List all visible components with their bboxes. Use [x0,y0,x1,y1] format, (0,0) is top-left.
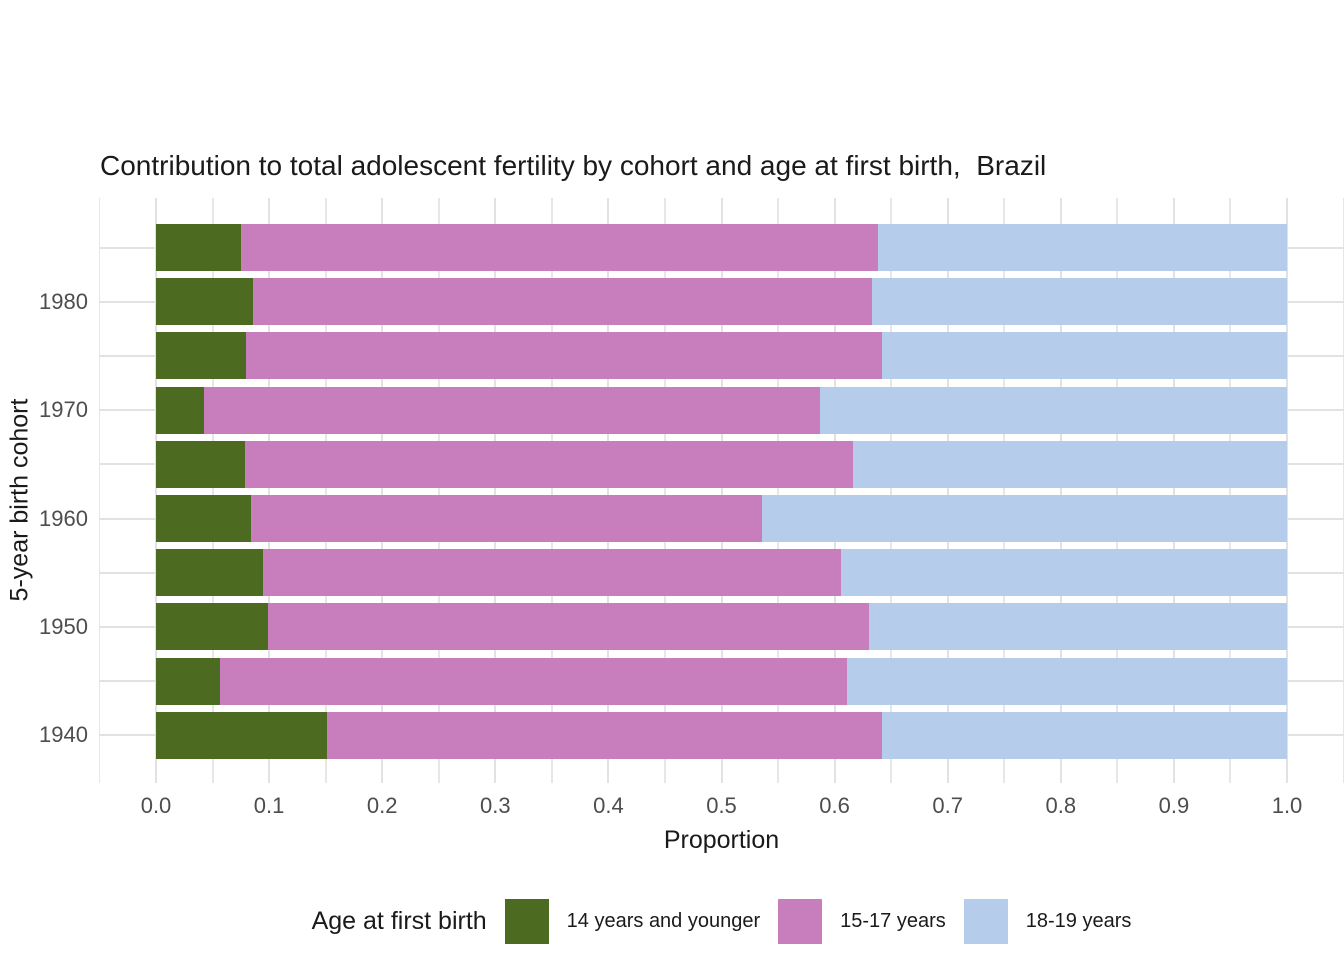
bar-segment [251,495,763,542]
y-tick-label: 1950 [39,613,88,639]
gridline-x-major [833,198,836,783]
bar-segment [263,549,842,597]
y-tick-label: 1960 [39,505,88,531]
y-tick-label: 1970 [39,397,88,423]
bar-segment [156,657,221,705]
legend-item: 18-19 years [963,898,1132,944]
bar-segment [882,332,1287,380]
legend: Age at first birth 14 years and younger 1… [99,894,1344,948]
bar-segment [245,440,853,488]
gridline-x-major [494,198,497,783]
gridline-x-minor [99,198,101,783]
bar-row-1960 [156,495,1287,542]
bar-segment [203,386,820,434]
bar-segment [868,603,1287,651]
x-tick-label: 0.0 [140,793,172,818]
x-tick-label: 0.7 [932,793,963,818]
gridline-x-minor [1229,198,1232,783]
legend-swatch [963,898,1008,944]
bar-row-1980 [156,278,1287,326]
gridline-x-minor [663,198,666,783]
gridline-x-minor [550,198,553,783]
gridline-x-major [268,198,271,783]
bar-segment [267,603,869,651]
gridline-x-minor [211,198,214,783]
bar-segment [220,657,848,705]
legend-item: 14 years and younger [504,898,761,944]
y-tick-label: 1980 [39,288,88,314]
gridline-x-major [381,198,384,783]
bar-segment [156,332,247,380]
x-tick-label: 0.9 [1158,793,1190,818]
bar-segment [156,224,241,271]
bar-segment [156,711,327,759]
bar-row-1950 [156,603,1287,651]
bar-segment [882,711,1287,759]
gridline-x-minor [777,198,780,783]
legend-title: Age at first birth [311,906,487,935]
bar-segment [852,440,1287,488]
x-axis-title: Proportion [663,826,780,854]
gridline-x-minor [890,198,893,783]
bar-segment [156,386,204,434]
bar-segment [156,495,251,542]
legend-swatch [504,898,549,944]
bar-row-1965 [156,440,1287,488]
bar-segment [841,549,1287,597]
legend-item-label: 18-19 years [1025,909,1132,932]
gridline-x-minor [1003,198,1006,783]
legend-item-label: 15-17 years [840,909,946,932]
gridline-x-major [155,198,157,783]
bar-row-1940 [156,711,1287,759]
bar-segment [156,440,246,488]
legend-swatch [778,898,823,944]
bar-segment [326,711,883,759]
plot-panel [99,198,1344,783]
x-tick-label: 0.8 [1045,793,1077,818]
gridline-x-major [607,198,610,783]
bar-segment [156,278,254,326]
gridline-x-minor [437,198,440,783]
x-tick-label: 1.0 [1271,793,1303,818]
bar-segment [762,495,1287,542]
gridline-x-major [1172,198,1175,783]
chart-title: Contribution to total adolescent fertili… [100,150,1047,181]
x-tick-label: 0.4 [593,793,624,818]
bar-segment [819,386,1287,434]
bar-row-1985 [156,224,1287,271]
gridline-x-minor [324,198,327,783]
gridline-x-major [720,198,723,783]
bar-segment [240,224,878,271]
bar-segment [246,332,883,380]
bar-segment [847,657,1287,705]
bar-row-1955 [156,549,1287,597]
gridline-x-minor [1116,198,1119,783]
bar-row-1945 [156,657,1287,705]
bar-row-1975 [156,332,1287,380]
gridline-x-major [1286,198,1288,783]
x-tick-label: 0.3 [480,793,511,818]
bar-row-1970 [156,386,1287,434]
gridline-x-major [946,198,949,783]
legend-item-label: 14 years and younger [566,909,761,932]
y-axis-title: 5-year birth cohort [5,398,34,602]
bar-segment [156,549,264,597]
gridline-x-major [1059,198,1062,783]
bar-segment [156,603,268,651]
x-tick-label: 0.1 [253,793,285,818]
bar-segment [877,224,1287,271]
gridline-x-minor [1342,198,1344,783]
bar-segment [871,278,1287,326]
bar-segment [253,278,872,326]
x-tick-label: 0.6 [819,793,850,818]
legend-item: 15-17 years [778,898,946,944]
y-tick-label: 1940 [39,722,88,748]
x-tick-label: 0.5 [706,793,737,818]
x-tick-label: 0.2 [366,793,398,818]
